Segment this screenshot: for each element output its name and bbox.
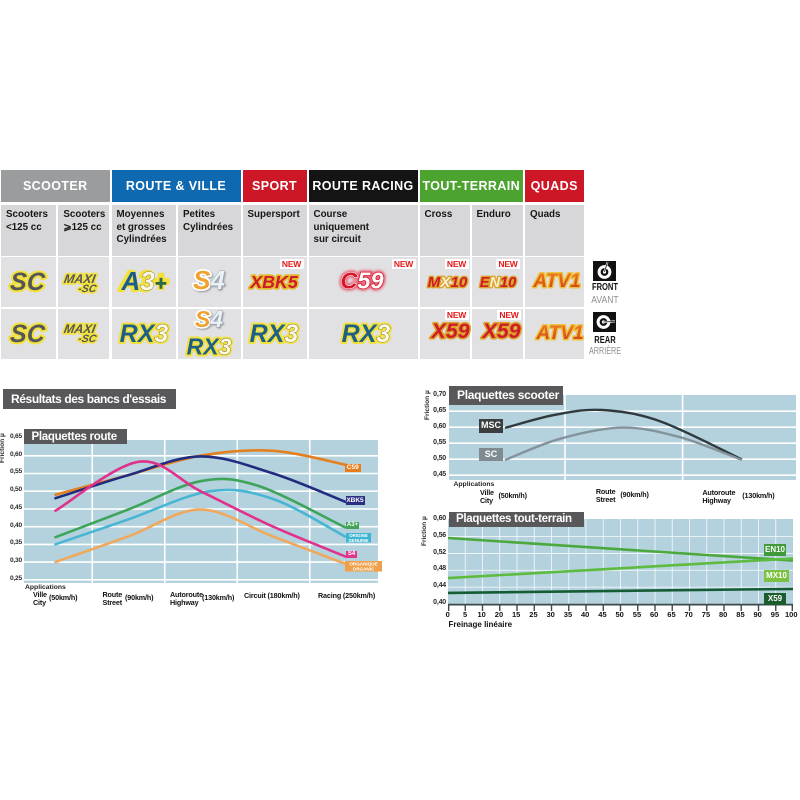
svg-text:RX3: RX3 bbox=[250, 320, 299, 348]
svg-text:GENUINE: GENUINE bbox=[348, 538, 368, 543]
svg-text:RX3: RX3 bbox=[187, 334, 232, 360]
svg-text:SC: SC bbox=[9, 320, 47, 348]
svg-text:A3+: A3+ bbox=[119, 266, 168, 296]
svg-text:ATV1: ATV1 bbox=[532, 271, 580, 292]
svg-text:X59: X59 bbox=[481, 319, 520, 343]
svg-text:RX3: RX3 bbox=[342, 320, 391, 348]
svg-text:ORIGINE: ORIGINE bbox=[349, 533, 368, 538]
svg-text:ORGANIC: ORGANIC bbox=[352, 566, 374, 571]
svg-text:MAXI: MAXI bbox=[63, 272, 97, 286]
svg-text:EN10: EN10 bbox=[480, 275, 517, 291]
svg-text:RX3: RX3 bbox=[120, 320, 169, 348]
svg-text:S4: S4 bbox=[195, 308, 223, 332]
svg-text:XBK5: XBK5 bbox=[249, 272, 299, 292]
svg-text:ORGANIQUE: ORGANIQUE bbox=[349, 561, 377, 566]
svg-text:RX3: RX3 bbox=[120, 320, 169, 348]
svg-text:C59: C59 bbox=[340, 268, 383, 294]
svg-text:-SC: -SC bbox=[77, 283, 98, 295]
svg-text:-SC: -SC bbox=[77, 333, 98, 345]
svg-text:S4: S4 bbox=[193, 265, 225, 295]
svg-text:MAXI: MAXI bbox=[63, 322, 97, 336]
svg-text:RX3: RX3 bbox=[342, 320, 391, 348]
svg-text:X59: X59 bbox=[430, 319, 469, 343]
svg-text:A3+: A3+ bbox=[121, 266, 167, 296]
svg-text:MX10: MX10 bbox=[428, 274, 468, 291]
svg-text:SC: SC bbox=[9, 268, 47, 296]
svg-text:RX3: RX3 bbox=[187, 334, 232, 360]
svg-text:C59: C59 bbox=[340, 268, 383, 294]
svg-text:ATV1: ATV1 bbox=[535, 323, 583, 344]
svg-text:RX3: RX3 bbox=[250, 320, 299, 348]
